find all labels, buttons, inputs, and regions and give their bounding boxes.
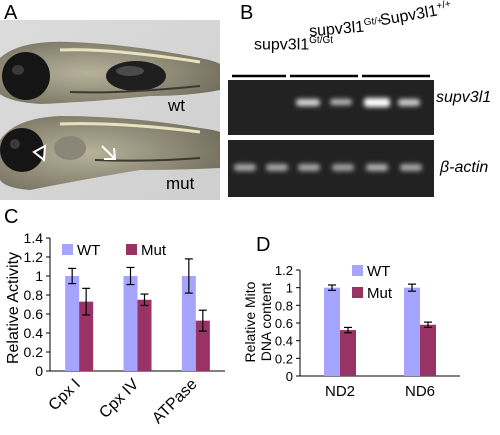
wt-eye	[2, 52, 50, 100]
gel-band-bottom-1	[234, 164, 256, 171]
y-tick-label: 1.2	[24, 249, 44, 265]
chart-c-ylabel: Relative Activity	[5, 252, 22, 364]
mut-eye	[0, 128, 44, 172]
y-tick-label: 0	[286, 369, 293, 384]
y-tick-label: 0.4	[275, 334, 293, 349]
bar-mut	[137, 299, 152, 371]
panel-d-label: D	[256, 234, 271, 256]
gel-top-strip	[228, 80, 434, 135]
gel-band-bottom-6	[400, 164, 422, 171]
bar-mut	[420, 324, 436, 376]
y-tick-label: 1	[286, 281, 293, 296]
gel-bottom-label: β-actin	[440, 159, 489, 176]
panel-c-label: C	[4, 206, 19, 228]
bar-mut	[79, 301, 94, 371]
y-tick-label: 0	[35, 363, 43, 379]
gel-band-bottom-4	[332, 164, 354, 171]
gel-band-top-5	[364, 98, 390, 107]
legend-swatch-mut	[352, 287, 363, 298]
mut-fish	[0, 116, 220, 190]
bar-mut	[195, 320, 210, 371]
gel-band-top-3	[296, 99, 320, 106]
legend-swatch-mut	[126, 244, 137, 255]
y-tick-label: 0.6	[24, 306, 44, 322]
gel-band-top-4	[330, 99, 352, 105]
lane-label-gt-plus: supv3l1Gt/+	[308, 15, 384, 41]
legend-label-wt: WT	[367, 263, 390, 280]
chart-d-ylabel-line1: Relative Mito	[242, 281, 258, 362]
fish-bottom-label: mut	[166, 174, 195, 193]
legend-swatch-wt	[62, 244, 73, 255]
category-label: Cpx IV	[96, 376, 142, 422]
gel-band-top-6	[398, 99, 420, 106]
lane-label-wt: Supv3l1+/+	[378, 0, 452, 30]
bar-wt	[123, 276, 138, 371]
gel-band-bottom-2	[266, 164, 288, 171]
panel-a-label: A	[4, 2, 18, 24]
chart-d-ylabel-line2: DNA content	[258, 283, 274, 362]
bar-wt	[324, 287, 340, 376]
bar-wt	[65, 276, 80, 371]
gel-bottom-strip	[228, 140, 434, 197]
y-tick-label: 0.8	[275, 298, 293, 313]
y-tick-label: 0.4	[24, 325, 44, 341]
category-label: ND2	[325, 383, 355, 400]
category-label: Cpx I	[46, 376, 84, 414]
y-tick-label: 1	[35, 268, 43, 284]
y-tick-label: 0.2	[24, 344, 44, 360]
y-tick-label: 0.2	[275, 351, 293, 366]
y-tick-label: 1.4	[24, 230, 44, 246]
arrowhead-marker	[32, 144, 47, 162]
chart-c: 0 0.2 0.4 0.6 0.8 1 1.2 1.4 Cpx I Cpx IV ATPase WT M…	[5, 230, 225, 427]
legend-swatch-wt	[352, 265, 363, 276]
wt-fish	[0, 41, 220, 104]
category-label: ND6	[405, 383, 435, 400]
fish-photo	[0, 20, 220, 200]
fish-top-label: wt	[168, 96, 185, 115]
legend-label-mut: Mut	[141, 242, 167, 259]
chart-d: 0 0.2 0.4 0.6 0.8 1 1.2 ND2 ND6 WT Mut Relative Mit…	[242, 263, 460, 400]
y-tick-label: 0.8	[24, 287, 44, 303]
gel-band-bottom-5	[366, 164, 388, 171]
lane-label-gtgt: supv3l1Gt/Gt	[254, 35, 334, 54]
y-tick-label: 1.2	[275, 263, 293, 278]
y-tick-label: 0.6	[275, 316, 293, 331]
arrow-marker	[101, 145, 117, 160]
legend-label-wt: WT	[77, 242, 100, 259]
category-label: ATPase	[149, 376, 200, 427]
bar-mut	[340, 330, 356, 376]
panel-b-label: B	[240, 2, 254, 24]
gel-band-bottom-3	[298, 164, 320, 171]
wt-swim-bladder	[106, 61, 166, 91]
gel-top-label: supv3l1	[436, 89, 492, 106]
gel-image	[228, 74, 434, 197]
bar-wt	[404, 287, 420, 376]
bar-wt	[181, 276, 196, 371]
legend-label-mut: Mut	[367, 285, 393, 302]
